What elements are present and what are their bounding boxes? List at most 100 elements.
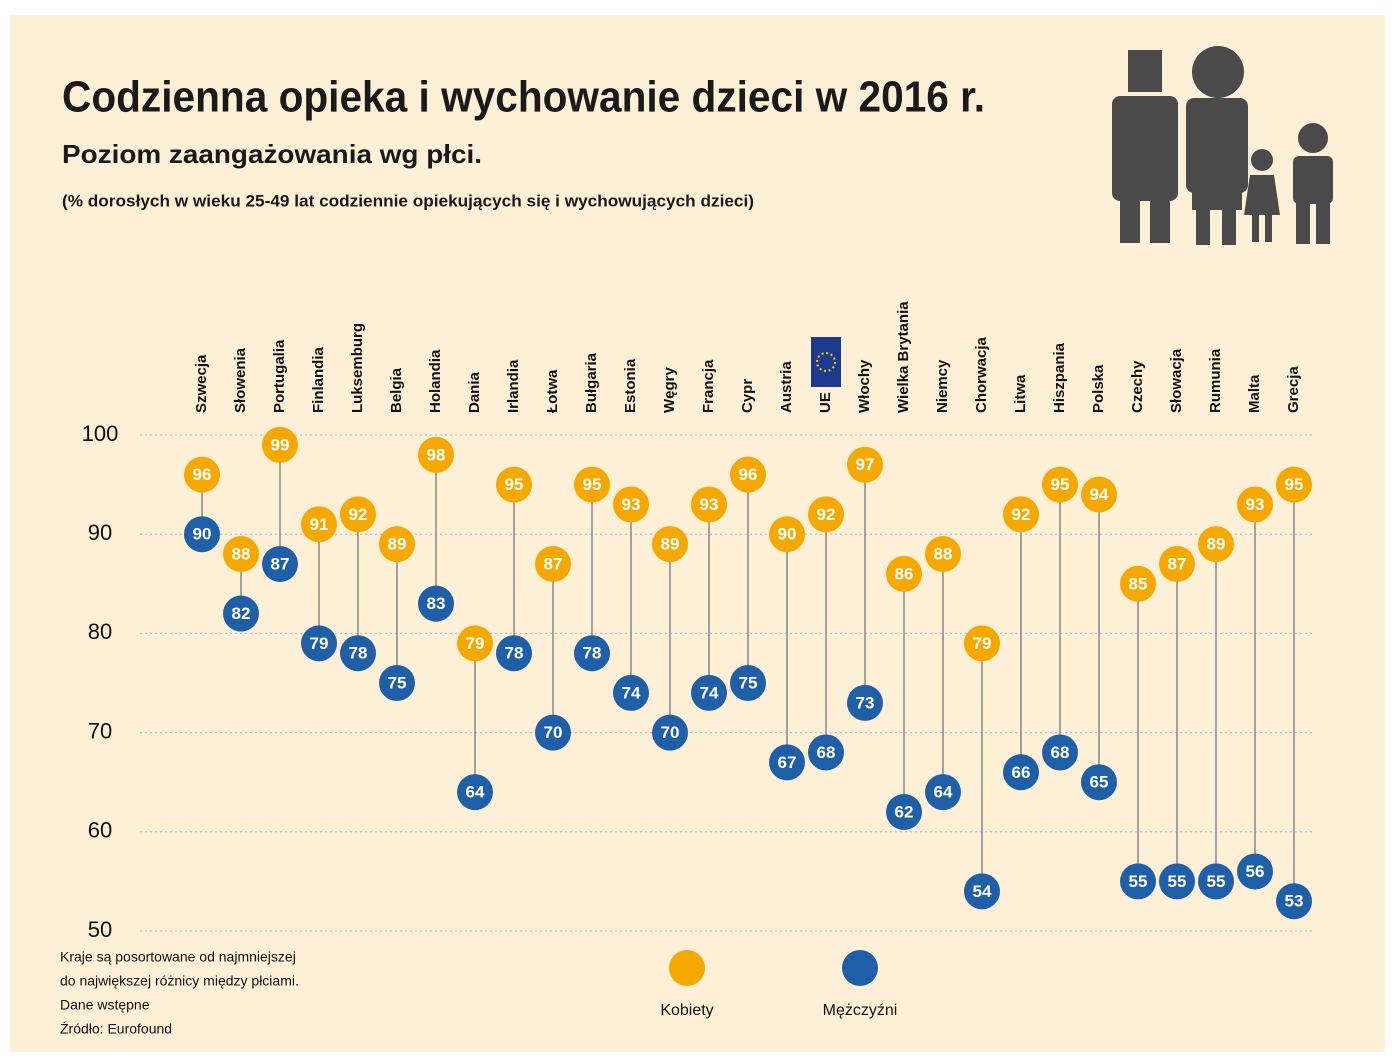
legend-label: Mężczyźni: [823, 1002, 898, 1019]
x-tick-label: Holandia: [427, 349, 444, 413]
y-tick-label: 90: [88, 520, 112, 545]
chart-note: (% dorosłych w wieku 25-49 lat codzienni…: [62, 191, 754, 210]
x-tick-label: Szwecja: [193, 354, 210, 413]
x-tick-label: Grecja: [1285, 366, 1302, 413]
data-label: 91: [310, 515, 329, 534]
data-label: 86: [895, 564, 914, 583]
x-tick-label: Luksemburg: [349, 323, 366, 413]
x-tick-label: Portugalia: [271, 339, 288, 413]
data-label: 75: [739, 673, 758, 692]
dot: [1120, 565, 1156, 602]
data-label: 87: [271, 554, 290, 573]
dot: [574, 466, 610, 503]
dot: [301, 625, 337, 662]
data-label: 78: [583, 644, 602, 663]
data-label: 88: [934, 545, 953, 564]
data-label: 99: [271, 435, 290, 454]
data-label: 89: [388, 535, 407, 554]
x-tick-label: Polska: [1090, 364, 1107, 413]
data-label: 79: [310, 634, 329, 653]
dot: [1276, 466, 1312, 503]
data-label: 73: [856, 693, 875, 712]
x-tick-label: Finlandia: [310, 347, 327, 413]
dot: [1120, 863, 1156, 900]
x-tick-label: Francja: [700, 359, 717, 413]
dot: [418, 436, 454, 473]
data-label: 68: [817, 743, 836, 762]
dot: [1042, 734, 1078, 771]
data-label: 93: [622, 495, 641, 514]
data-label: 95: [1285, 475, 1304, 494]
data-label: 97: [856, 455, 875, 474]
dot: [1042, 466, 1078, 503]
dot: [613, 486, 649, 523]
data-label: 55: [1168, 872, 1187, 891]
data-label: 96: [739, 465, 758, 484]
legend-label: Kobiety: [660, 1002, 713, 1019]
dot: [1198, 526, 1234, 563]
dot: [691, 674, 727, 711]
data-label: 56: [1246, 862, 1265, 881]
dot: [613, 674, 649, 711]
dot: [1081, 764, 1117, 801]
dot: [925, 536, 961, 573]
chart-title: Codzienna opieka i wychowanie dzieci w 2…: [62, 73, 985, 122]
legend-swatch: [842, 950, 878, 986]
x-tick-label: Cypr: [739, 379, 756, 413]
dot: [1198, 863, 1234, 900]
data-label: 74: [622, 683, 641, 702]
footnote: Kraje są posortowane od najmniejszej: [60, 949, 296, 965]
dot: [691, 486, 727, 523]
data-label: 92: [817, 505, 836, 524]
chart-subtitle: Poziom zaangażowania wg płci.: [62, 139, 482, 169]
dot: [964, 625, 1000, 662]
dot: [1003, 496, 1039, 533]
data-label: 83: [427, 594, 446, 613]
dot: [886, 793, 922, 830]
x-tick-label: Dania: [466, 371, 483, 413]
dot: [730, 665, 766, 701]
dot: [496, 635, 532, 672]
data-label: 95: [505, 475, 524, 494]
data-label: 87: [544, 554, 563, 573]
data-label: 89: [661, 535, 680, 554]
x-tick-label: Słowacja: [1168, 348, 1185, 413]
dot: [262, 426, 298, 463]
dot: [1159, 545, 1195, 582]
x-tick-label: Wielka Brytania: [895, 301, 912, 413]
data-label: 93: [700, 495, 719, 514]
y-tick-label: 60: [88, 818, 112, 843]
data-label: 55: [1207, 872, 1226, 891]
dot: [1159, 863, 1195, 900]
footnote: Źródło: Eurofound: [60, 1021, 172, 1037]
dot: [652, 526, 688, 563]
dot: [964, 873, 1000, 910]
x-tick-label: Irlandia: [505, 359, 522, 413]
x-tick-label: Malta: [1246, 374, 1263, 413]
dot: [652, 714, 688, 751]
data-label: 85: [1129, 574, 1148, 593]
data-label: 89: [1207, 535, 1226, 554]
data-label: 93: [1246, 495, 1265, 514]
data-label: 92: [349, 505, 368, 524]
data-label: 96: [193, 465, 212, 484]
dot: [301, 506, 337, 543]
dot: [769, 744, 805, 781]
data-label: 70: [661, 723, 680, 742]
eu-flag: [811, 337, 841, 387]
x-tick-label: Litwa: [1012, 374, 1029, 413]
dot: [340, 635, 376, 672]
dot: [925, 774, 961, 811]
dot: [496, 466, 532, 503]
x-tick-label: UE: [817, 392, 834, 413]
x-tick-label: Słowenia: [232, 347, 249, 413]
data-label: 87: [1168, 554, 1187, 573]
x-tick-label: Belgia: [388, 367, 405, 413]
data-label: 55: [1129, 872, 1148, 891]
dot: [457, 774, 493, 811]
y-tick-label: 80: [88, 619, 112, 644]
dot: [223, 536, 259, 573]
dot: [418, 585, 454, 622]
x-tick-label: Chorwacja: [973, 336, 990, 413]
dot: [808, 496, 844, 533]
